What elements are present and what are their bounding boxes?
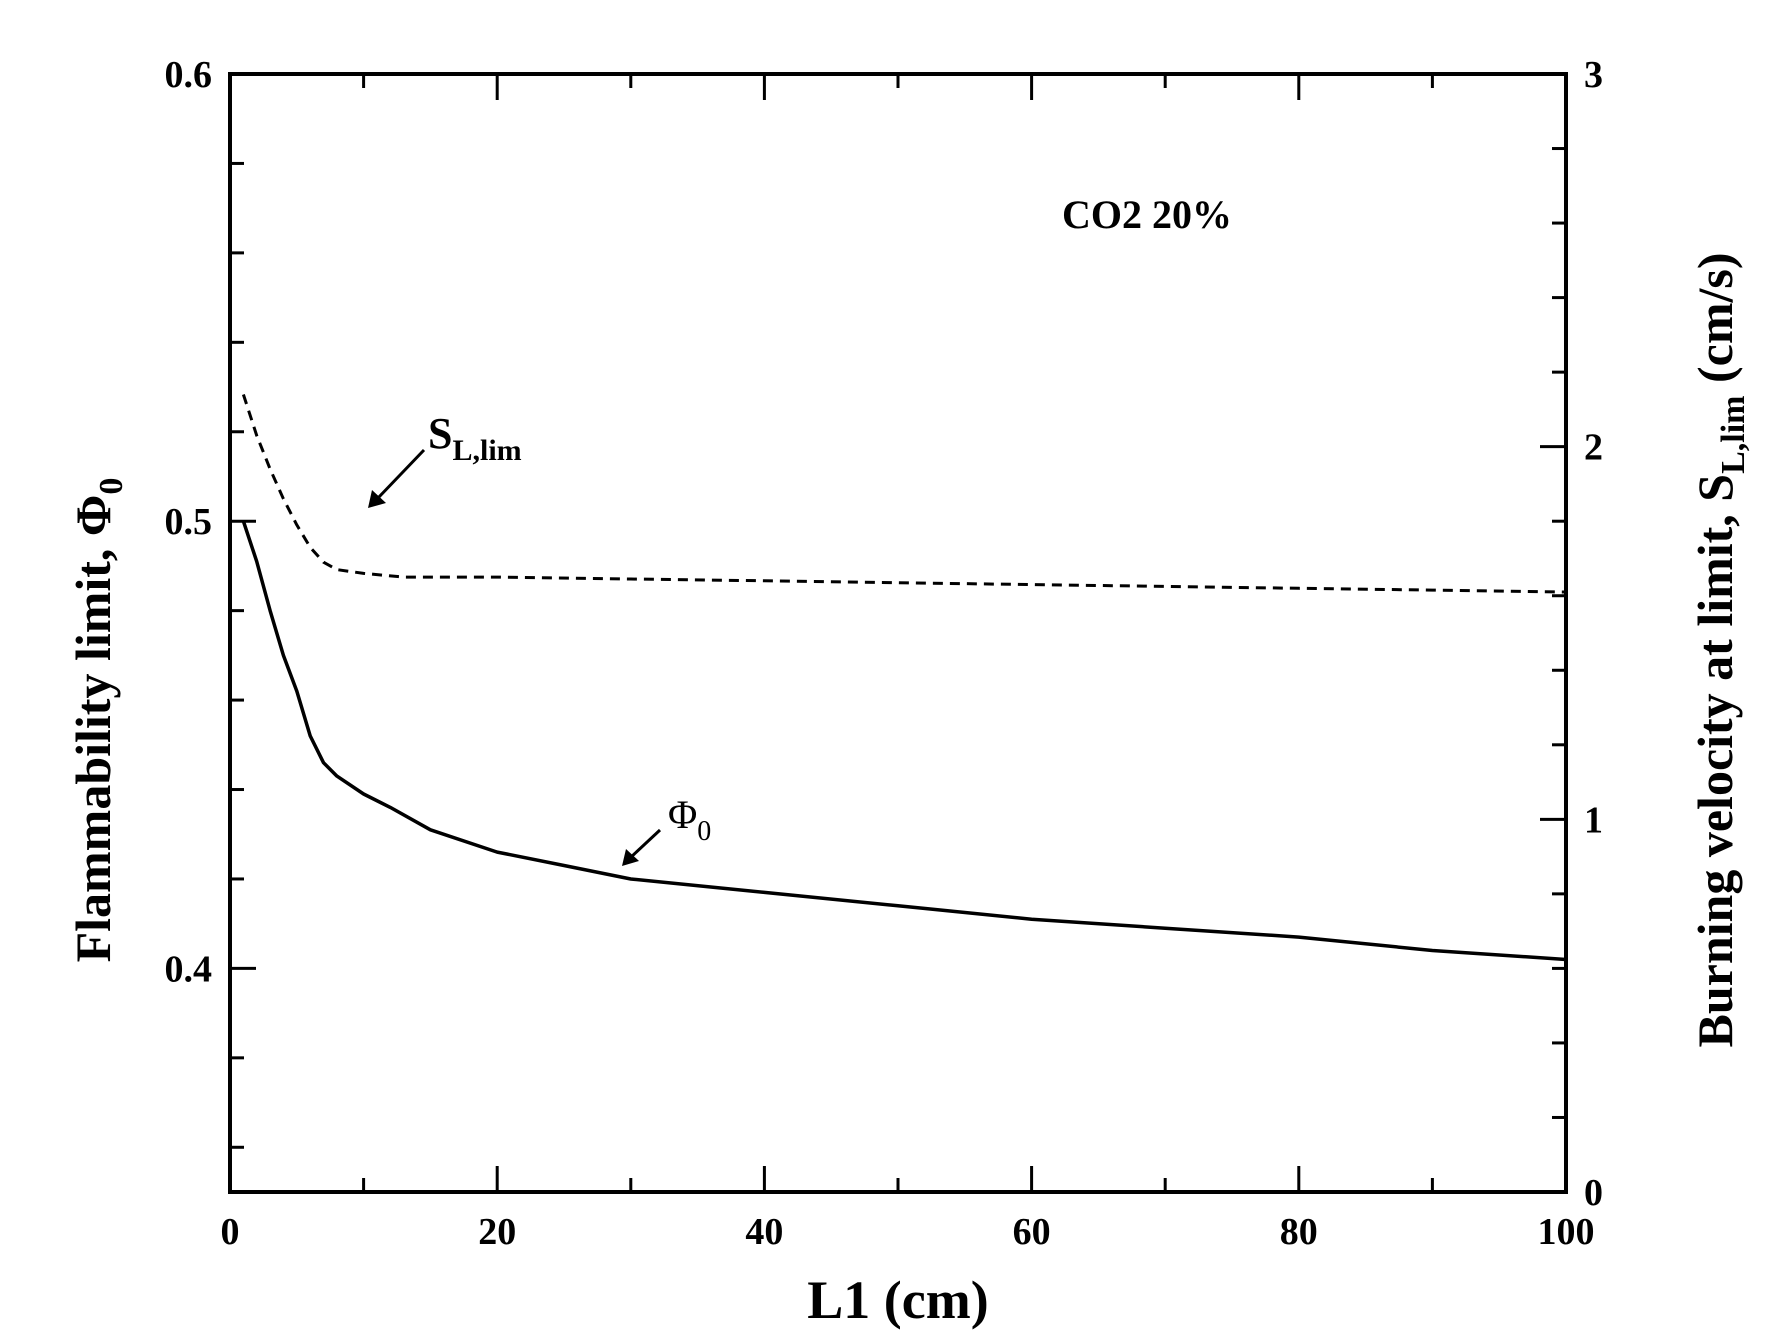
phi0-series-line (241, 520, 1567, 962)
sl-lim-label: SL,lim (428, 409, 522, 467)
x-tick-label: 100 (1538, 1211, 1595, 1253)
sl-lim-label-main: S (428, 409, 452, 458)
y-axis-title-sub: 0 (93, 478, 130, 495)
y2-axis-title-unit: (cm/s) (1687, 252, 1743, 395)
x-tick-label: 80 (1280, 1211, 1318, 1253)
y-axis-title-main: Flammability limit, Φ (65, 495, 121, 963)
tick-labels-group: 0 20 40 60 80 100 0.4 0.5 0.6 0 1 2 3 (165, 54, 1604, 1253)
sl-lim-arrow-head (368, 490, 386, 508)
y-tick-label: 0.5 (165, 501, 213, 543)
y2-tick-label: 1 (1584, 799, 1603, 841)
phi0-label-sub: 0 (697, 816, 711, 847)
ticks-group (228, 72, 1568, 1194)
x-tick-label: 0 (221, 1211, 240, 1253)
sl-lim-series-line (241, 394, 1567, 594)
y-axis-title: Flammability limit, Φ0 (65, 478, 130, 963)
y2-axis-title-sub: L,lim (1715, 395, 1752, 473)
x-axis-title: L1 (cm) (807, 1270, 988, 1330)
sl-lim-arrow-line (376, 448, 426, 500)
series-group (241, 394, 1567, 962)
y2-tick-label: 2 (1584, 427, 1603, 469)
y-tick-label: 0.4 (165, 948, 213, 990)
plot-frame (228, 72, 1568, 1194)
y-tick-label: 0.6 (165, 54, 213, 96)
phi0-label-main: Φ (668, 792, 697, 837)
phi0-arrow-head (622, 849, 639, 866)
y2-tick-label: 0 (1584, 1172, 1603, 1214)
co2-annotation: CO2 20% (1062, 192, 1232, 237)
x-tick-label: 40 (745, 1211, 783, 1253)
sl-lim-label-sub: L,lim (452, 434, 521, 467)
x-tick-label: 20 (478, 1211, 516, 1253)
phi0-label: Φ0 (668, 792, 711, 847)
y2-axis-title-main: Burning velocity at limit, S (1687, 474, 1743, 1048)
phi0-arrow-line (628, 828, 662, 860)
y2-tick-label: 3 (1584, 54, 1603, 96)
y2-axis-title: Burning velocity at limit, SL,lim (cm/s) (1687, 252, 1752, 1047)
x-tick-label: 60 (1013, 1211, 1051, 1253)
